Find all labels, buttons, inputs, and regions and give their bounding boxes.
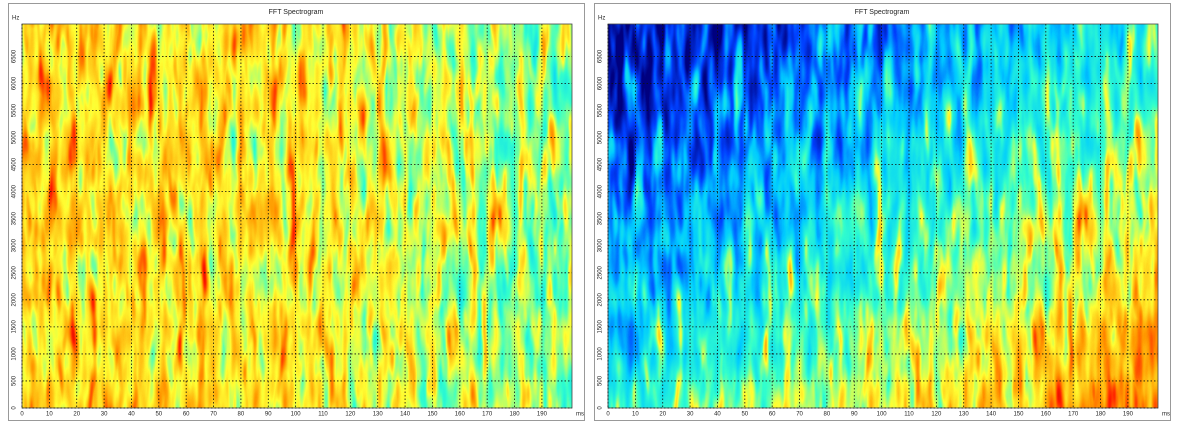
x-tick-label: 10 (46, 412, 53, 418)
y-unit: Hz (598, 16, 605, 22)
y-tick-label: 1000 (598, 347, 604, 361)
x-tick-label: 60 (183, 412, 190, 418)
x-tick-label: 70 (210, 412, 217, 418)
x-tick-label: 30 (687, 412, 694, 418)
x-tick-label: 120 (345, 412, 356, 418)
spectrogram-panel: FFT SpectrogramHz05001000150020002500300… (8, 3, 585, 421)
panel-title: FFT Spectrogram (855, 9, 910, 16)
x-tick-label: 110 (904, 412, 914, 418)
x-tick-label: 90 (265, 412, 272, 418)
y-tick-label: 3500 (12, 211, 18, 225)
panel-title: FFT Spectrogram (269, 9, 324, 16)
x-tick-label: 150 (1013, 412, 1024, 418)
y-tick-label: 4500 (12, 157, 18, 171)
x-tick-label: 140 (400, 412, 411, 418)
spectrogram-image (22, 24, 572, 408)
x-tick-label: 20 (73, 412, 80, 418)
x-tick-label: 0 (606, 412, 610, 418)
x-tick-label: 130 (959, 412, 970, 418)
x-tick-label: 180 (1096, 412, 1107, 418)
y-tick-label: 2000 (598, 292, 604, 306)
x-tick-label: 130 (373, 412, 384, 418)
plot-border (21, 23, 573, 409)
x-tick-label: 120 (931, 412, 942, 418)
x-tick-label: 90 (851, 412, 858, 418)
y-tick-label: 6500 (12, 49, 18, 63)
y-tick-label: 500 (598, 375, 604, 386)
y-tick-label: 4000 (12, 184, 18, 198)
x-tick-label: 50 (741, 412, 748, 418)
x-tick-label: 190 (1123, 412, 1134, 418)
spectrogram-image (608, 24, 1158, 408)
y-tick-label: 3500 (598, 211, 604, 225)
x-tick-label: 190 (537, 412, 548, 418)
x-tick-label: 180 (510, 412, 521, 418)
x-tick-label: 170 (1068, 412, 1079, 418)
x-unit: ms (576, 412, 584, 418)
x-tick-label: 10 (632, 412, 639, 418)
y-tick-label: 6000 (598, 76, 604, 90)
y-tick-label: 0 (12, 406, 18, 410)
x-tick-label: 70 (796, 412, 803, 418)
y-tick-label: 1500 (12, 320, 18, 334)
x-tick-label: 50 (155, 412, 162, 418)
plot-border (607, 23, 1159, 409)
x-tick-label: 30 (101, 412, 108, 418)
y-tick-label: 6000 (12, 76, 18, 90)
y-tick-label: 3000 (598, 238, 604, 252)
x-tick-label: 160 (455, 412, 466, 418)
y-tick-label: 2500 (598, 265, 604, 279)
x-unit: ms (1162, 412, 1170, 418)
y-tick-label: 4000 (598, 184, 604, 198)
y-tick-label: 2000 (12, 292, 18, 306)
y-tick-label: 500 (12, 375, 18, 386)
y-tick-label: 3000 (12, 238, 18, 252)
x-tick-label: 150 (427, 412, 438, 418)
x-tick-label: 20 (659, 412, 666, 418)
y-tick-label: 4500 (598, 157, 604, 171)
y-tick-label: 1500 (598, 320, 604, 334)
y-tick-label: 1000 (12, 347, 18, 361)
x-tick-label: 0 (20, 412, 24, 418)
x-tick-label: 60 (769, 412, 776, 418)
y-tick-label: 5500 (12, 103, 18, 117)
x-tick-label: 110 (318, 412, 328, 418)
x-tick-label: 100 (877, 412, 888, 418)
y-tick-label: 6500 (598, 49, 604, 63)
x-tick-label: 140 (986, 412, 997, 418)
x-tick-label: 170 (482, 412, 493, 418)
y-tick-label: 5000 (598, 130, 604, 144)
y-tick-label: 5000 (12, 130, 18, 144)
x-tick-label: 100 (291, 412, 302, 418)
x-tick-label: 40 (128, 412, 135, 418)
y-unit: Hz (12, 16, 19, 22)
x-tick-label: 80 (238, 412, 245, 418)
y-tick-label: 5500 (598, 103, 604, 117)
x-tick-label: 40 (714, 412, 721, 418)
x-tick-label: 80 (824, 412, 831, 418)
x-tick-label: 160 (1041, 412, 1052, 418)
y-tick-label: 2500 (12, 265, 18, 279)
y-tick-label: 0 (598, 406, 604, 410)
spectrogram-panel: FFT SpectrogramHz05001000150020002500300… (594, 3, 1171, 421)
